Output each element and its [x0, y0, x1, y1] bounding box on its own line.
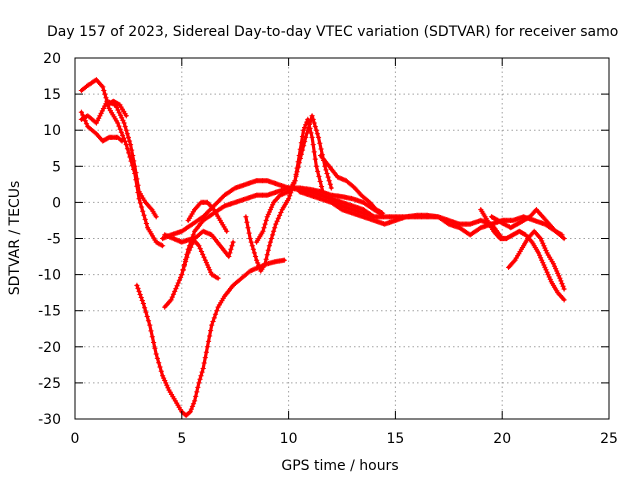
x-tick-label: 25 — [600, 431, 618, 447]
series-markers — [78, 109, 125, 144]
series-line — [135, 258, 286, 417]
series-markers — [488, 207, 565, 238]
series-markers — [162, 185, 383, 310]
series-markers — [134, 257, 287, 418]
y-tick-label: -15 — [38, 304, 61, 320]
y-tick-label: -20 — [38, 340, 61, 356]
series-track-1 — [78, 77, 166, 249]
chart-title: Day 157 of 2023, Sidereal Day-to-day VTE… — [47, 24, 618, 40]
series-markers — [478, 207, 567, 303]
series-track-10 — [134, 257, 287, 418]
series-track-8 — [179, 228, 236, 278]
series-track-7 — [162, 185, 383, 310]
series-track-18 — [488, 207, 565, 238]
y-tick-label: 20 — [43, 51, 61, 67]
tick-labels: 0 5 10 15 20 25 -30 -25 -20 -15 -10 -5 0 5 10 15 20 — [38, 51, 618, 447]
y-tick-label: 5 — [52, 159, 61, 175]
x-tick-label: 15 — [386, 431, 404, 447]
x-tick-label: 5 — [177, 431, 186, 447]
series-track-13 — [318, 152, 386, 216]
x-axis-label: GPS time / hours — [281, 458, 398, 474]
series-track-4 — [104, 98, 129, 119]
series-track-15 — [328, 196, 505, 242]
series-markers — [185, 199, 230, 234]
series-markers — [179, 228, 236, 278]
y-axis-label: SDTVAR / TECUs — [7, 181, 23, 296]
series-markers — [78, 77, 166, 249]
y-tick-label: 10 — [43, 123, 61, 139]
y-tick-label: -30 — [38, 412, 61, 428]
series-markers — [506, 228, 567, 292]
series-track-2 — [78, 109, 125, 144]
series-track-17 — [506, 228, 567, 292]
series-markers — [318, 152, 386, 216]
x-tick-label: 20 — [493, 431, 511, 447]
series-layer — [78, 77, 567, 418]
y-tick-label: -5 — [47, 232, 61, 248]
series-track-16 — [478, 207, 567, 303]
y-tick-label: 0 — [52, 195, 61, 211]
series-markers — [78, 98, 159, 220]
x-tick-label: 10 — [280, 431, 298, 447]
series-track-3 — [78, 98, 159, 220]
series-markers — [104, 98, 129, 119]
axis-ticks — [74, 57, 610, 420]
x-tick-label: 0 — [71, 431, 80, 447]
series-track-9 — [185, 199, 230, 234]
series-markers — [328, 196, 505, 242]
y-tick-label: -10 — [38, 268, 61, 284]
y-tick-label: 15 — [43, 87, 61, 103]
y-tick-label: -25 — [38, 376, 61, 392]
